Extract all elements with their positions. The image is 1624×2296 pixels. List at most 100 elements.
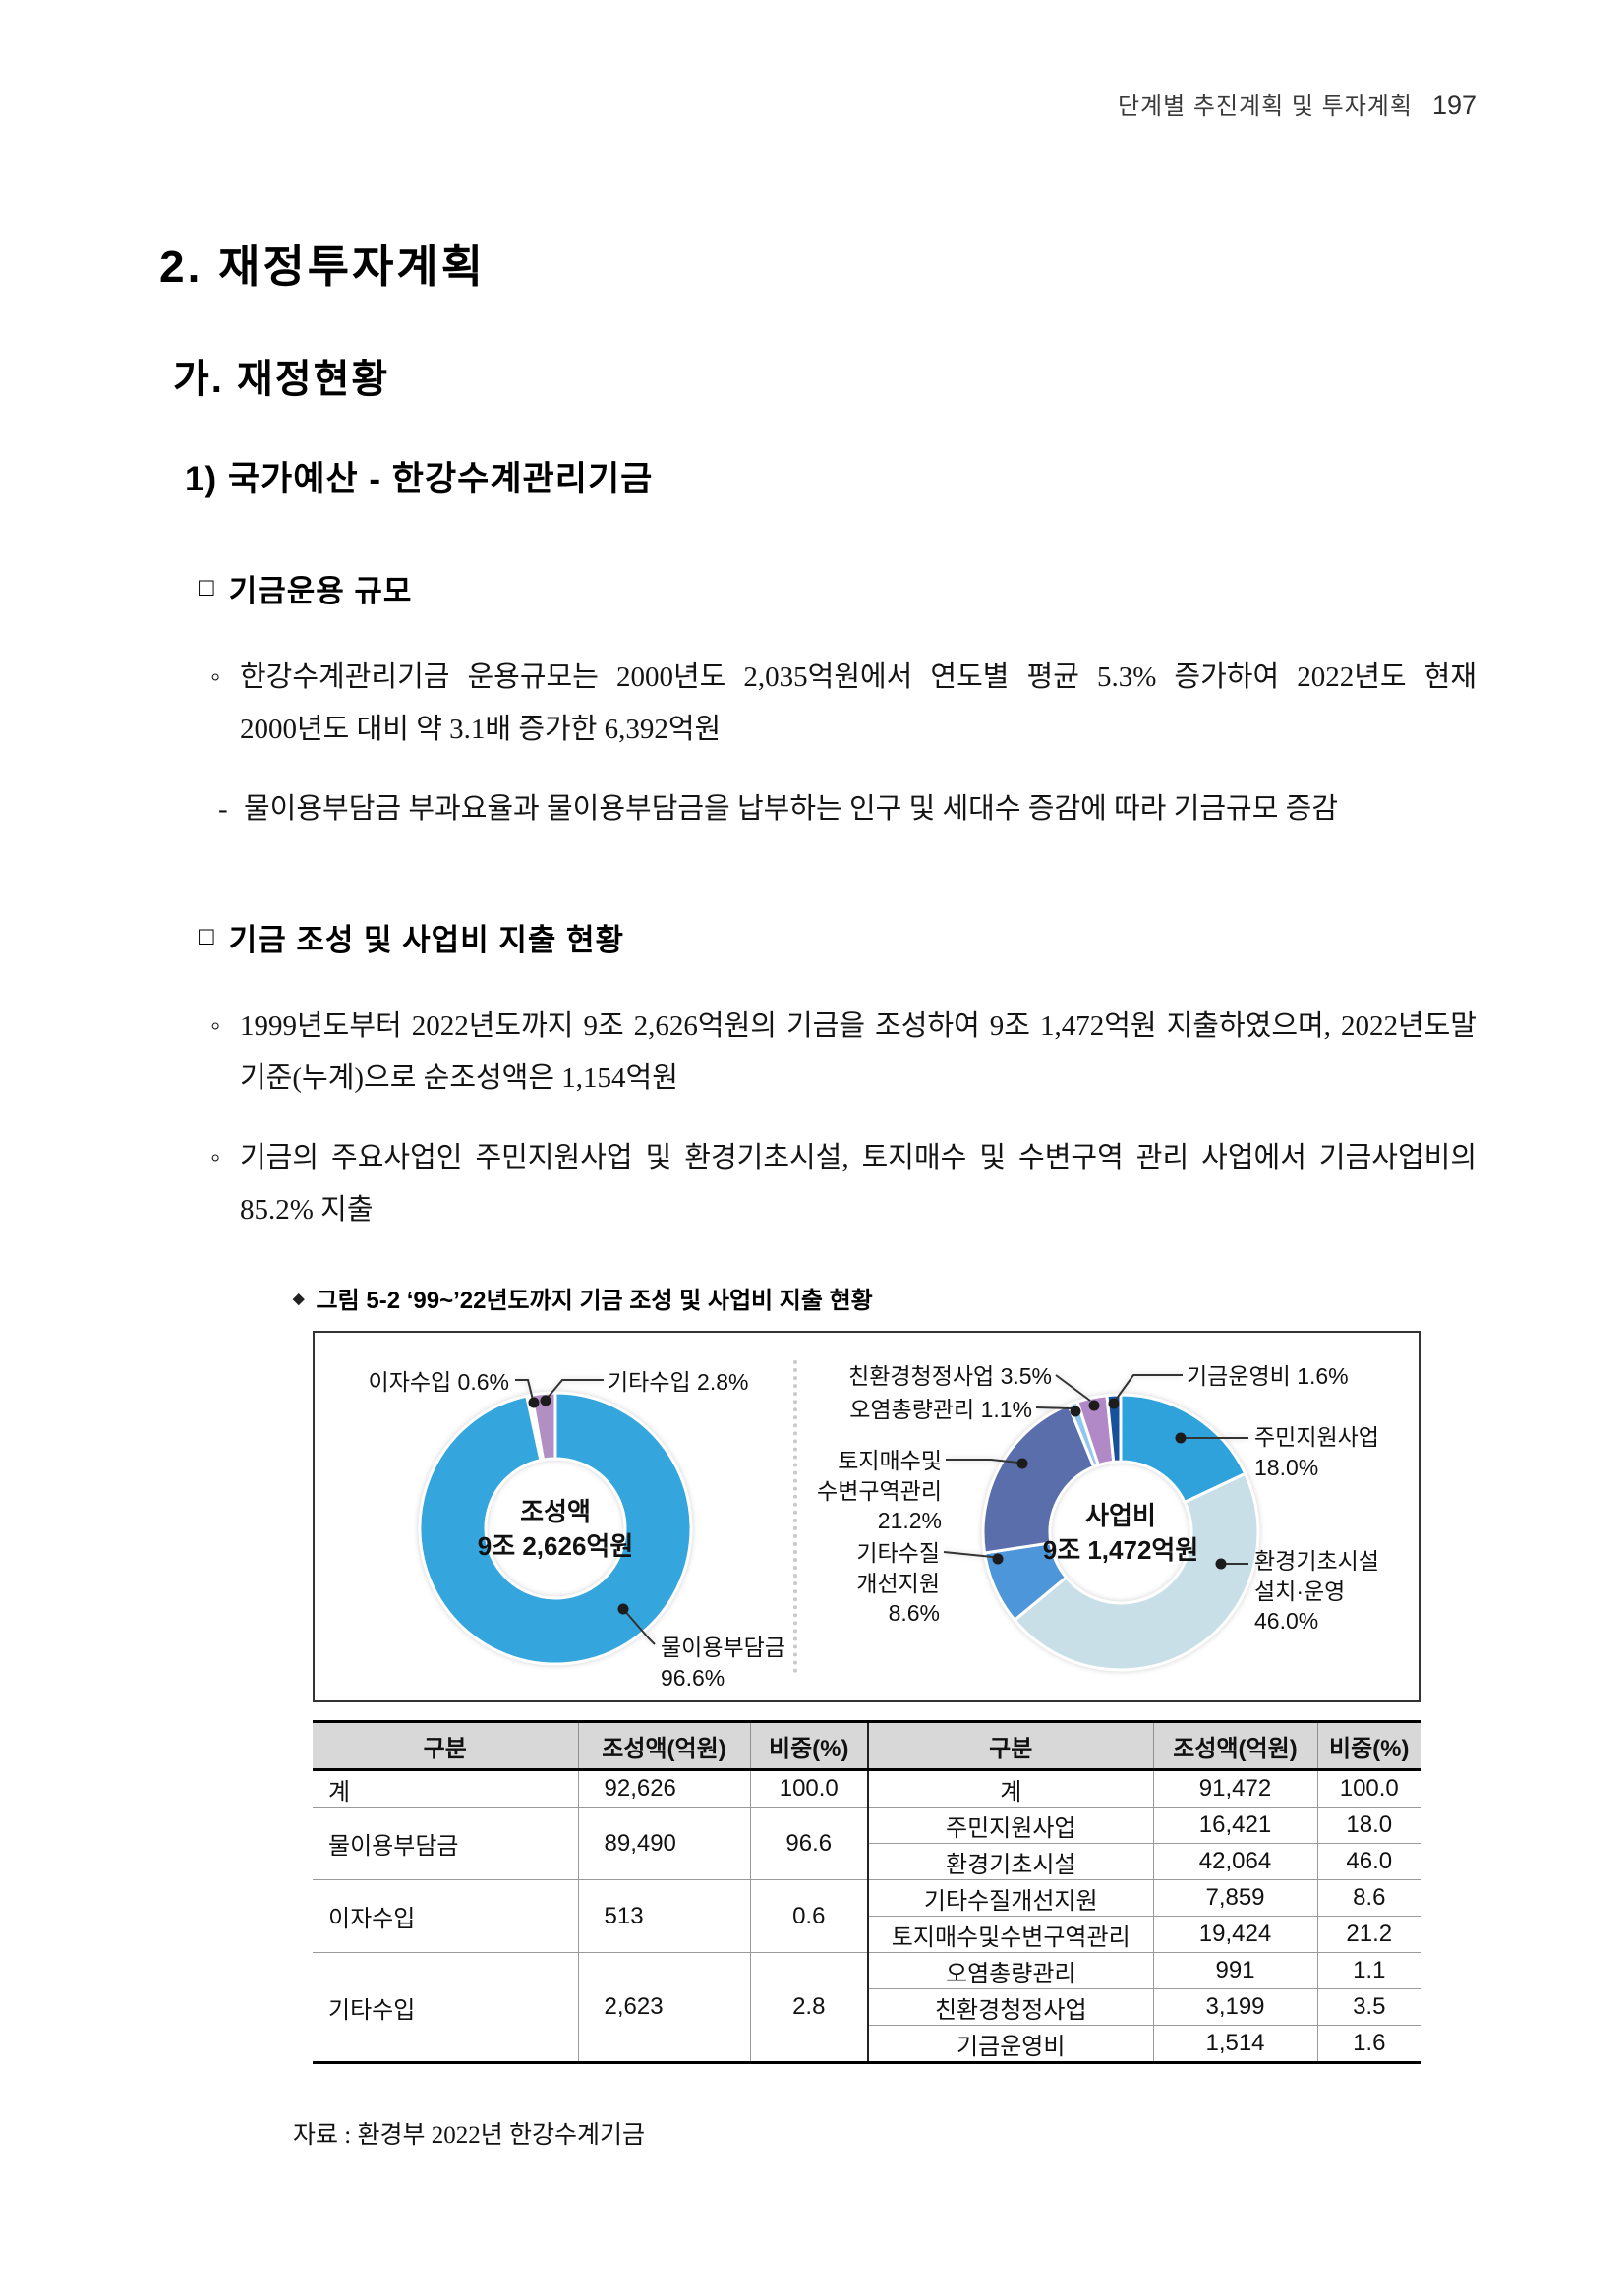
callout-dot-icon	[617, 1603, 629, 1615]
chart-callout-line: 설치·운영	[1254, 1578, 1346, 1604]
table-cell: 7,859	[1152, 1879, 1318, 1918]
circle-bullet-icon: ◦	[210, 1010, 221, 1043]
chart-callout-line: 기금운영비 1.6%	[1187, 1363, 1349, 1390]
donut-svg	[418, 1379, 693, 1666]
page-number: 197	[1431, 90, 1477, 120]
callout-dot-icon	[1108, 1398, 1120, 1409]
callout-dot-icon	[1088, 1400, 1100, 1411]
table-row: 토지매수및수변구역관리 19,424 21.2	[313, 1916, 1421, 1954]
block-title: □ 기금 조성 및 사업비 지출 현황	[199, 915, 1477, 959]
table-cell: 2,623	[577, 1952, 751, 2064]
table-cell: 1.6	[1316, 2025, 1421, 2064]
callout-leader-line	[1035, 1406, 1073, 1410]
chart-callout-line: 46.0%	[1254, 1608, 1319, 1635]
chart-callout-line: 개선지원	[856, 1570, 940, 1596]
donut-slice-주민지원사업	[1119, 1393, 1247, 1505]
callout-leader-line	[1115, 1374, 1183, 1401]
chart-callout-주민지원사업: 주민지원사업 18.0%	[1254, 1422, 1379, 1482]
table-cell: 2.8	[749, 1952, 869, 2064]
donut-chart-fund-composition: 이자수입 0.6% 기타수입 2.8% 물이용부담금 96.6% 조성액 9조 2,626…	[315, 1346, 792, 1690]
callout-dot-icon	[992, 1553, 1004, 1565]
chart-callout-기타수질개선지원: 기타수질 개선지원 8.6%	[808, 1538, 940, 1628]
callout-dot-icon	[540, 1395, 551, 1406]
table-header-row: 구분 조성액(억원) 비중(%) 구분 조성액(억원) 비중(%)	[313, 1721, 1421, 1772]
table-cell: 이자수입	[313, 1879, 579, 1954]
chart-callout-line: 수변구역관리	[817, 1477, 942, 1504]
table-cell: 토지매수및수변구역관리	[867, 1916, 1154, 1954]
table-cell: 1,514	[1152, 2025, 1318, 2064]
table-header-cell: 구분	[313, 1721, 579, 1772]
table-row: 환경기초시설 42,064 46.0	[313, 1843, 1421, 1881]
table-header-cell: 비중(%)	[749, 1721, 869, 1772]
table-cell: 18.0	[1316, 1807, 1421, 1845]
callout-dot-icon	[1215, 1558, 1227, 1570]
donut-slice-환경기초시설 설치·운영	[1013, 1472, 1260, 1672]
table-row: 계 92,626 100.0 계 91,472 100.0	[313, 1769, 1421, 1808]
table-cell: 19,424	[1152, 1916, 1318, 1954]
callout-leader-line	[515, 1379, 534, 1401]
chart-callout-line: 오염총량관리 1.1%	[849, 1397, 1032, 1423]
donut-center-line: 9조 1,472억원	[1042, 1535, 1199, 1566]
callout-dot-icon	[1016, 1458, 1028, 1469]
table-header-cell: 비중(%)	[1316, 1721, 1421, 1772]
chart-callout-토지매수및수변구역관리: 토지매수및 수변구역관리 21.2%	[798, 1446, 942, 1535]
square-bullet-icon: □	[199, 572, 215, 602]
table-header-cell: 조성액(억원)	[1152, 1721, 1318, 1772]
table-row: 기금운영비 1,514 1.6	[313, 2025, 1421, 2064]
table-cell: 96.6	[749, 1807, 869, 1881]
source-note: 자료 : 환경부 2022년 한강수계기금	[293, 2122, 645, 2150]
paragraph-text: 한강수계관리기금 운용규모는 2000년도 2,035억원에서 연도별 평균 5…	[240, 661, 1477, 745]
donut-center-label: 사업비 9조 1,472억원	[993, 1499, 1248, 1568]
paragraph: ◦ 1999년도부터 2022년도까지 9조 2,626억원의 기금을 조성하여…	[210, 1001, 1477, 1105]
chart-callout-line: 토지매수및	[838, 1448, 942, 1474]
chart-callout-line: 환경기초시설	[1254, 1548, 1379, 1575]
callout-dot-icon	[1175, 1432, 1187, 1444]
donut-slice-기타수입	[530, 1391, 557, 1462]
callout-leader-line	[622, 1608, 656, 1646]
table-cell: 물이용부담금	[313, 1807, 579, 1881]
donut-center-label: 조성액 9조 2,626억원	[447, 1495, 664, 1564]
callout-leader-line	[946, 1459, 1019, 1464]
chart-callout-line: 친환경청정사업 3.5%	[848, 1363, 1052, 1390]
table-row: 기타수입 2,623 2.8 오염총량관리 991 1.1	[313, 1952, 1421, 2064]
paragraph: ◦ 한강수계관리기금 운용규모는 2000년도 2,035억원에서 연도별 평균…	[210, 652, 1477, 756]
table-row: 친환경청정사업 3,199 3.5	[313, 1988, 1421, 2027]
table-header-cell: 구분	[867, 1721, 1154, 1772]
donut-slice-기금운영비	[1105, 1393, 1123, 1464]
section-title: 가. 재정현황	[173, 358, 390, 401]
block-fund-scale: □ 기금운용 규모 ◦ 한강수계관리기금 운용규모는 2000년도 2,035억…	[159, 566, 1477, 834]
paragraph-text: 1999년도부터 2022년도까지 9조 2,626억원의 기금을 조성하여 9…	[240, 1010, 1477, 1095]
paragraph-text: 물이용부담금 부과요율과 물이용부담금을 납부하는 인구 및 세대수 증감에 따…	[244, 792, 1339, 825]
table-cell: 46.0	[1316, 1843, 1421, 1881]
callout-leader-line	[547, 1379, 604, 1399]
chart-callout-line: 이자수입 0.6%	[368, 1369, 509, 1396]
chart-callout-이자수입: 이자수입 0.6%	[344, 1367, 509, 1397]
fund-table: 구분 조성액(억원) 비중(%) 구분 조성액(억원) 비중(%) 계 92,62…	[313, 1720, 1421, 2065]
chart-callout-line: 8.6%	[888, 1600, 940, 1627]
block-title-text: 기금 조성 및 사업비 지출 현황	[228, 923, 625, 958]
circle-bullet-icon: ◦	[210, 661, 221, 693]
table-cell: 3.5	[1316, 1988, 1421, 2027]
chart-callout-line: 기타수입 2.8%	[608, 1369, 749, 1396]
table-cell: 92,626	[577, 1769, 751, 1808]
square-bullet-icon: □	[199, 921, 215, 951]
block-title-text: 기금운용 규모	[228, 574, 413, 608]
chart-callout-물이용부담금: 물이용부담금 96.6%	[661, 1633, 785, 1693]
callout-leader-line	[943, 1551, 994, 1559]
table-cell: 91,472	[1152, 1769, 1318, 1808]
table-cell: 991	[1152, 1952, 1318, 1990]
chart-callout-line: 물이용부담금	[661, 1635, 785, 1661]
table-cell: 16,421	[1152, 1807, 1318, 1845]
running-head: 단계별 추진계획 및 투자계획	[1117, 93, 1413, 120]
table-cell: 3,199	[1152, 1988, 1318, 2027]
table-cell: 100.0	[749, 1769, 869, 1808]
table-cell: 513	[577, 1879, 751, 1954]
table-cell: 기금운영비	[867, 2025, 1154, 2064]
donut-svg	[943, 1374, 1260, 1672]
table-row: 이자수입 513 0.6 기타수질개선지원 7,859 8.6	[313, 1879, 1421, 1954]
table-cell: 0.6	[749, 1879, 869, 1954]
donut-center-line: 사업비	[1085, 1501, 1156, 1531]
chart-callout-line: 18.0%	[1254, 1454, 1319, 1480]
chart-callout-친환경청정사업: 친환경청정사업 3.5%	[808, 1361, 1052, 1391]
